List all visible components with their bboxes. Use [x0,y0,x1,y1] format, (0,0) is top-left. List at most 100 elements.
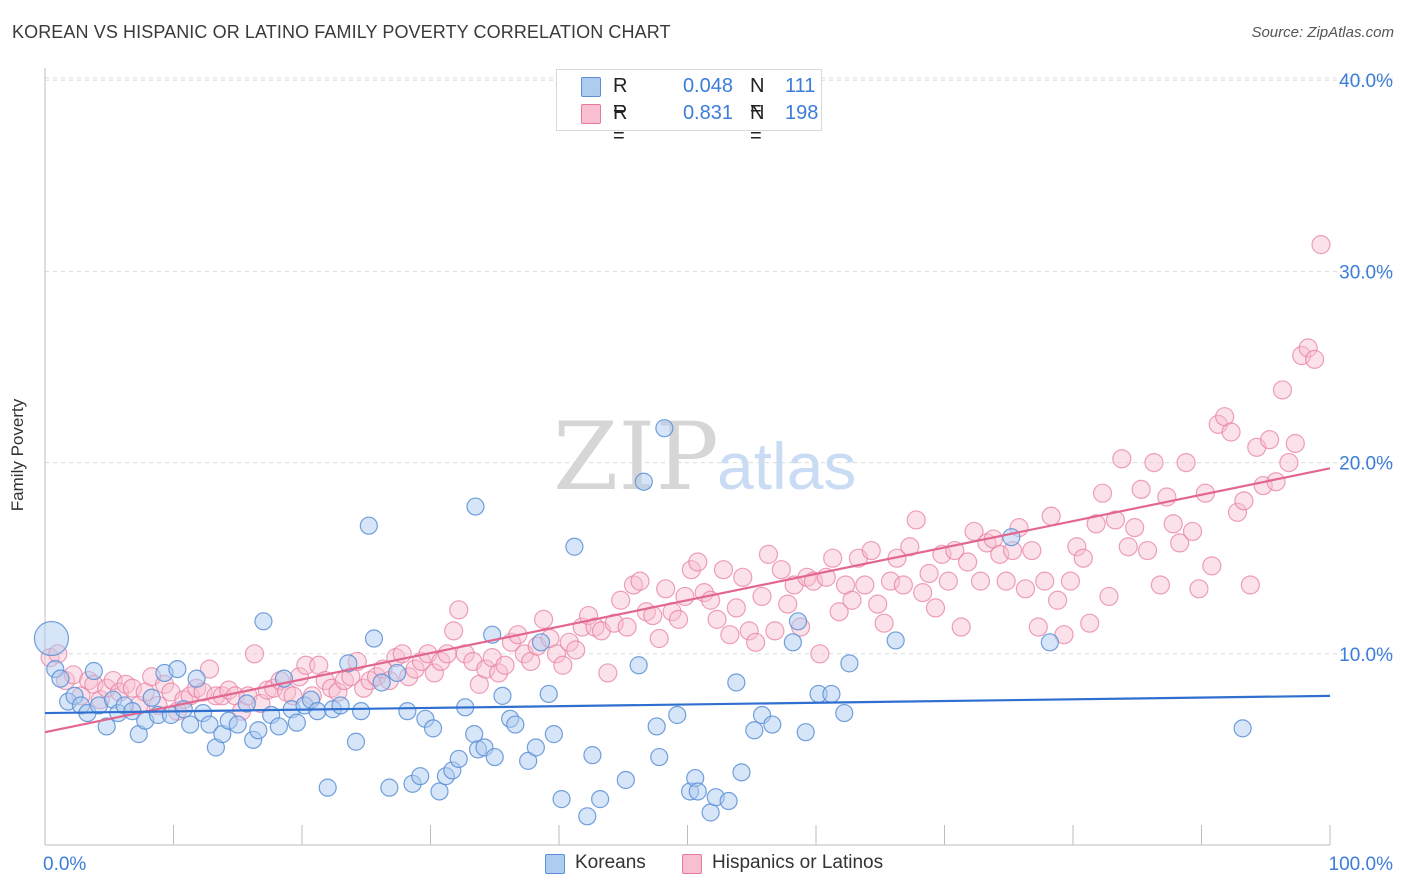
hispanic-point [1279,453,1299,473]
korean-point [269,717,288,736]
korean-point [539,684,558,704]
korean-point [796,723,815,742]
hispanic-trend-line [44,467,1331,734]
hispanic-point [1047,590,1068,610]
korean-point [168,659,187,679]
hispanic-point [354,678,374,698]
hispanic-point [476,659,496,679]
korean-point [346,732,366,751]
korean-point [352,702,371,721]
korean-point [181,715,200,734]
hispanic-point [1067,537,1087,557]
korean-point [526,738,545,757]
korean-point [544,725,563,744]
hispanic-point [1041,506,1061,526]
hispanic-point [598,663,618,683]
hispanic-swatch [581,104,601,124]
korean-point [485,747,504,767]
korean-point [51,669,70,688]
korean-point [583,746,602,765]
hispanic-point [656,579,676,599]
hispanic-point [1092,483,1113,503]
korean-point [97,717,116,736]
hispanic-point [546,644,567,664]
legend-r-value: 0.831 [682,102,733,124]
korean-point [629,656,648,675]
hispanic-point [1060,571,1081,591]
korean-point [430,782,449,801]
hispanic-point [1163,514,1183,534]
hispanic-point [752,586,772,607]
korean-point [727,673,746,692]
hispanic-point [688,552,708,572]
korean-point [701,803,720,822]
watermark-atlas: atlas [717,429,856,503]
hispanic-point [1311,235,1331,255]
hispanic-point [1028,617,1048,637]
korean-points [33,419,1252,826]
hispanic-point [925,598,946,618]
hispanic-point [431,651,451,672]
korean-point [745,721,764,740]
korean-point [732,763,751,782]
hispanic-point [1240,575,1260,595]
hispanic-point [970,571,991,591]
hispanic-point [861,540,881,561]
hispanic-point [489,663,509,683]
hispanic-point [1234,491,1254,511]
korean-point [423,719,443,738]
hispanic-point [1304,349,1325,369]
hispanic-point [1272,380,1293,400]
korean-point [200,715,219,734]
tick-labels: 10.0% 20.0% 30.0% 40.0% 0.0% 100.0% [43,71,1393,875]
hispanic-point [765,621,785,641]
korean-point [655,419,674,438]
watermark: ZIP atlas [553,403,856,512]
korean-point [308,702,327,721]
hispanic-point [103,670,123,691]
korean-point [783,633,802,652]
hispanic-point [958,552,978,572]
korean-trend-line [44,694,1331,715]
korean-point [616,770,635,790]
hispanic-point [771,560,791,580]
korean-point [84,661,103,681]
hispanic-point [823,548,843,568]
korean-point [318,778,337,797]
hispanic-point [1298,338,1318,358]
hispanic-point [1118,537,1138,557]
hispanic-point [566,640,586,660]
hispanic-point [1022,540,1042,561]
hispanic-point [1176,453,1196,473]
watermark-zip: ZIP [553,403,719,512]
legend-r-label: R = [613,102,628,147]
korean-point [466,497,485,516]
hispanic-point [758,544,779,564]
hispanic-point [707,609,727,629]
hispanic-swatch [682,854,702,874]
korean-point [398,702,417,721]
korean-point [552,790,571,809]
korean-point [411,767,430,786]
y-tick-label: 30.0% [1339,262,1393,283]
hispanic-point [913,583,933,603]
y-tick-label: 20.0% [1339,454,1393,475]
hispanic-point [874,613,894,633]
hispanic-point [199,659,220,679]
korean-point [364,629,384,648]
hispanic-point [778,594,798,614]
korean-point [519,751,538,770]
korean-point [142,688,161,707]
korean-point [565,537,584,556]
korean-point [372,673,391,692]
hispanic-point [739,621,759,641]
korean-point [387,663,407,683]
korean-point [228,715,247,734]
hispanic-point [122,678,142,698]
korean-point [331,696,350,715]
hispanic-point [1131,479,1151,499]
korean-swatch [581,77,601,97]
korean-point [634,472,653,491]
korean-point [1233,719,1252,738]
